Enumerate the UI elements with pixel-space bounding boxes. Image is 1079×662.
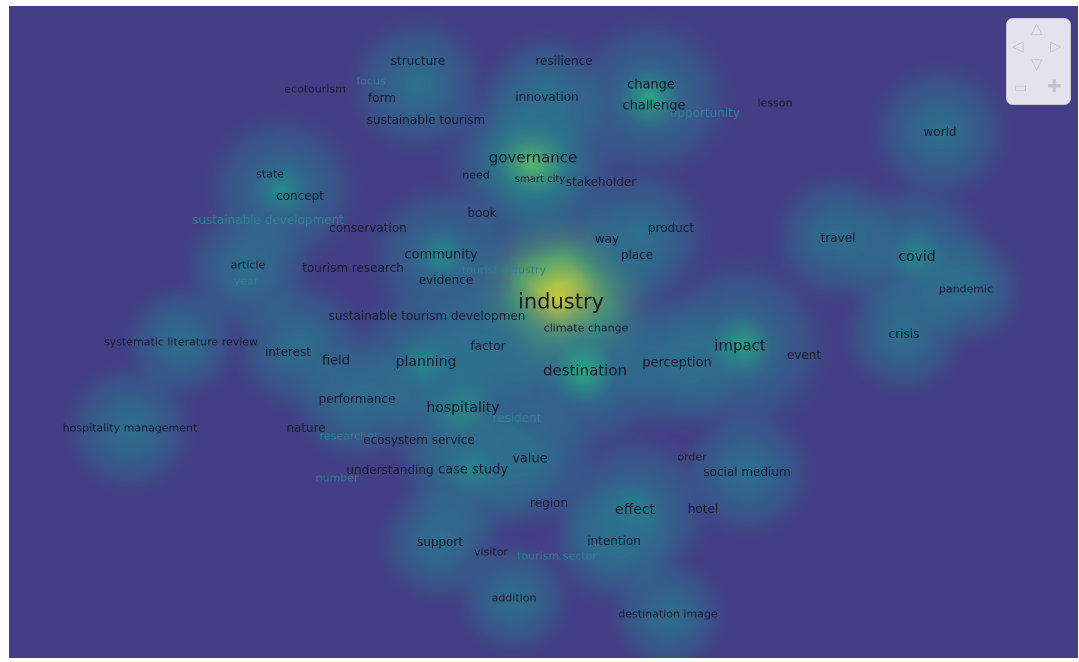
term-label[interactable]: sustainable development: [192, 213, 344, 227]
arrow-left-icon[interactable]: ◁: [1012, 37, 1024, 55]
term-label[interactable]: focus: [356, 74, 386, 88]
term-label[interactable]: structure: [390, 54, 446, 68]
term-label[interactable]: sustainable tourism developmen: [328, 309, 526, 323]
term-label[interactable]: stakeholder: [565, 175, 637, 189]
density-visualization[interactable]: structure resilience ecotourism focus form ch…: [9, 6, 1078, 658]
density-blob: [286, 328, 428, 470]
term-label[interactable]: planning: [395, 354, 457, 370]
term-label[interactable]: resident: [492, 411, 542, 425]
term-label[interactable]: performance: [318, 392, 396, 406]
term-label[interactable]: case study: [437, 462, 509, 478]
term-label[interactable]: hospitality: [426, 400, 500, 416]
zoom-in-icon[interactable]: ✚: [1047, 77, 1062, 97]
term-label[interactable]: ecosystem service: [363, 433, 475, 447]
term-label[interactable]: evidence: [418, 273, 474, 287]
density-blob: [413, 271, 563, 421]
term-label[interactable]: number: [315, 471, 359, 485]
term-label[interactable]: understanding: [346, 463, 434, 477]
zoom-out-icon[interactable]: ▭: [1014, 80, 1028, 96]
term-label[interactable]: smart city: [514, 174, 566, 185]
density-blob: [865, 57, 1015, 207]
term-label[interactable]: order: [677, 450, 707, 464]
term-label[interactable]: climate change: [543, 321, 629, 335]
term-label[interactable]: ecotourism: [284, 82, 346, 96]
density-blob: [676, 401, 818, 543]
term-label[interactable]: researcher: [319, 429, 379, 443]
term-label[interactable]: destination: [542, 361, 628, 380]
density-blob: [767, 167, 909, 309]
term-label[interactable]: perception: [642, 355, 712, 371]
density-blob: [565, 160, 715, 310]
term-label[interactable]: interest: [264, 345, 312, 359]
term-label[interactable]: conservation: [329, 221, 407, 235]
term-label[interactable]: resilience: [535, 54, 593, 68]
term-label[interactable]: world: [923, 125, 957, 139]
term-label[interactable]: year: [233, 274, 259, 288]
term-label[interactable]: tourist industry: [461, 263, 547, 277]
term-label[interactable]: systematic literature review: [103, 335, 259, 349]
density-blob: [476, 26, 618, 168]
term-label[interactable]: effect: [614, 502, 656, 518]
term-label[interactable]: tourism sector: [517, 549, 597, 563]
term-label[interactable]: nature: [286, 421, 326, 435]
term-label[interactable]: support: [416, 535, 464, 549]
density-blob: [119, 280, 243, 404]
term-label[interactable]: pandemic: [938, 282, 994, 296]
density-blob: [606, 552, 730, 658]
term-label[interactable]: article: [230, 258, 266, 272]
term-label[interactable]: industry: [517, 289, 605, 314]
term-label[interactable]: crisis: [888, 327, 920, 341]
term-label[interactable]: book: [467, 206, 497, 220]
term-label[interactable]: field: [321, 353, 351, 369]
term-label[interactable]: hotel: [687, 502, 719, 516]
density-blob: [452, 536, 576, 658]
term-label[interactable]: social medium: [703, 465, 791, 479]
term-label[interactable]: destination image: [618, 607, 718, 621]
arrow-right-icon[interactable]: ▷: [1050, 37, 1062, 55]
term-label[interactable]: addition: [491, 591, 537, 605]
term-label[interactable]: way: [594, 232, 620, 246]
term-label[interactable]: hospitality management: [62, 421, 198, 435]
term-label[interactable]: event: [786, 348, 822, 362]
term-label[interactable]: product: [647, 221, 695, 235]
term-label[interactable]: form: [368, 91, 396, 105]
term-label[interactable]: challenge: [622, 98, 686, 114]
arrow-up-icon[interactable]: △: [1031, 19, 1043, 37]
term-label[interactable]: visitor: [474, 545, 508, 559]
density-blob: [602, 288, 752, 438]
term-label[interactable]: place: [620, 248, 654, 262]
navigation-control: △ ◁ ▷ ▽ ▭ ✚: [1006, 18, 1071, 105]
term-label[interactable]: community: [404, 247, 478, 263]
term-label[interactable]: tourism research: [302, 261, 404, 275]
term-label[interactable]: value: [512, 451, 548, 467]
term-label[interactable]: travel: [820, 231, 856, 245]
term-label[interactable]: opportunity: [670, 106, 740, 120]
term-label[interactable]: change: [627, 77, 675, 93]
term-label[interactable]: concept: [276, 189, 324, 203]
term-label[interactable]: region: [530, 496, 568, 510]
term-label[interactable]: innovation: [515, 90, 579, 104]
term-label[interactable]: factor: [470, 339, 506, 353]
term-label[interactable]: governance: [488, 148, 578, 167]
density-blob: [904, 227, 1028, 351]
term-label[interactable]: intention: [587, 534, 641, 548]
term-label[interactable]: need: [462, 168, 490, 182]
term-label[interactable]: sustainable tourism: [366, 113, 486, 127]
arrow-down-icon[interactable]: ▽: [1031, 55, 1043, 73]
term-label[interactable]: impact: [714, 336, 766, 355]
density-blob: [343, 10, 493, 160]
term-label[interactable]: state: [256, 167, 284, 181]
density-layer: [9, 6, 1078, 658]
term-label[interactable]: covid: [898, 249, 936, 265]
density-blob: [562, 10, 738, 186]
term-label[interactable]: lesson: [757, 96, 793, 110]
